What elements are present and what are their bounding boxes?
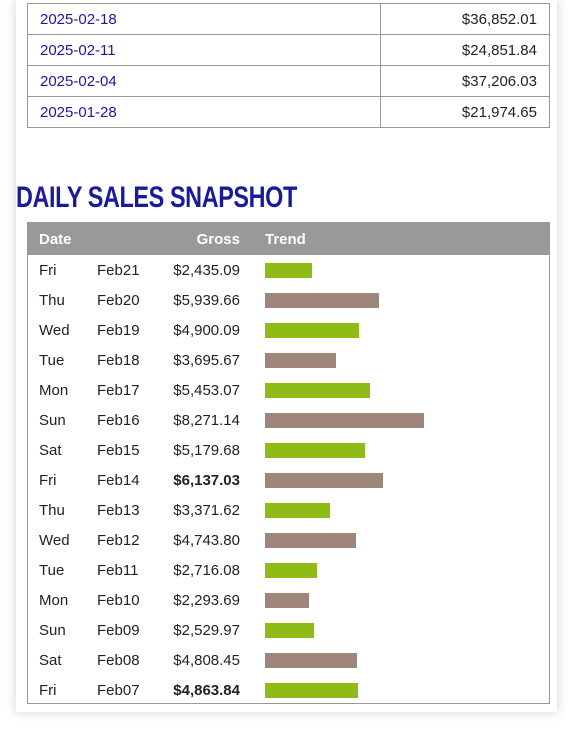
date-cell: Feb08 bbox=[97, 652, 140, 669]
table-row: 2025-01-28 $21,974.65 bbox=[27, 96, 550, 128]
day-cell: Wed bbox=[39, 322, 70, 339]
date-cell: Feb07 bbox=[97, 682, 140, 699]
header-gross: Gross bbox=[196, 231, 240, 248]
table-row: Fri Feb21 $2,435.09 bbox=[28, 255, 549, 285]
date-cell: Feb12 bbox=[97, 532, 140, 549]
section-title: DAILY SALES SNAPSHOT bbox=[16, 181, 297, 214]
table-row: Sat Feb15 $5,179.68 bbox=[28, 435, 549, 465]
table-row: 2025-02-18 $36,852.01 bbox=[27, 3, 550, 35]
week-link[interactable]: 2025-02-11 bbox=[40, 41, 116, 59]
trend-bar bbox=[265, 293, 379, 308]
table-header: Date Gross Trend bbox=[28, 223, 549, 255]
gross-cell: $5,939.66 bbox=[173, 292, 240, 309]
table-row: 2025-02-11 $24,851.84 bbox=[27, 34, 550, 66]
day-cell: Thu bbox=[39, 502, 65, 519]
day-cell: Wed bbox=[39, 532, 70, 549]
date-cell: Feb09 bbox=[97, 622, 140, 639]
daily-rows: Fri Feb21 $2,435.09 Thu Feb20 $5,939.66 Wed Feb… bbox=[28, 255, 549, 705]
date-cell: Feb14 bbox=[97, 472, 140, 489]
gross-cell: $3,695.67 bbox=[173, 352, 240, 369]
trend-bar bbox=[265, 413, 424, 428]
day-cell: Mon bbox=[39, 592, 69, 609]
table-row: Wed Feb12 $4,743.80 bbox=[28, 525, 549, 555]
gross-cell: $2,716.08 bbox=[173, 562, 240, 579]
trend-bar bbox=[265, 563, 317, 578]
date-cell: Feb21 bbox=[97, 262, 140, 279]
gross-cell: $5,453.07 bbox=[173, 382, 240, 399]
table-row: 2025-02-04 $37,206.03 bbox=[27, 65, 550, 97]
header-trend: Trend bbox=[265, 231, 306, 248]
header-date: Date bbox=[39, 231, 72, 248]
week-link[interactable]: 2025-01-28 bbox=[40, 103, 117, 121]
week-amount: $36,852.01 bbox=[380, 3, 550, 35]
gross-cell: $2,293.69 bbox=[173, 592, 240, 609]
day-cell: Fri bbox=[39, 262, 57, 279]
week-amount: $21,974.65 bbox=[380, 96, 550, 128]
trend-bar bbox=[265, 323, 359, 338]
daily-sales-table: Date Gross Trend Fri Feb21 $2,435.09 Thu Feb… bbox=[27, 222, 550, 704]
date-cell: Feb19 bbox=[97, 322, 140, 339]
date-cell: Feb18 bbox=[97, 352, 140, 369]
day-cell: Thu bbox=[39, 292, 65, 309]
table-row: Tue Feb11 $2,716.08 bbox=[28, 555, 549, 585]
gross-cell: $4,863.84 bbox=[173, 682, 240, 699]
table-row: Mon Feb10 $2,293.69 bbox=[28, 585, 549, 615]
week-link[interactable]: 2025-02-04 bbox=[40, 72, 117, 90]
trend-bar bbox=[265, 623, 314, 638]
day-cell: Sat bbox=[39, 652, 62, 669]
date-cell: Feb20 bbox=[97, 292, 140, 309]
table-row: Sun Feb09 $2,529.97 bbox=[28, 615, 549, 645]
table-row: Sat Feb08 $4,808.45 bbox=[28, 645, 549, 675]
day-cell: Fri bbox=[39, 472, 57, 489]
gross-cell: $4,808.45 bbox=[173, 652, 240, 669]
gross-cell: $2,435.09 bbox=[173, 262, 240, 279]
trend-bar bbox=[265, 503, 330, 518]
trend-bar bbox=[265, 533, 356, 548]
table-row: Sun Feb16 $8,271.14 bbox=[28, 405, 549, 435]
table-row: Tue Feb18 $3,695.67 bbox=[28, 345, 549, 375]
trend-bar bbox=[265, 443, 365, 458]
date-cell: Feb13 bbox=[97, 502, 140, 519]
date-cell: Feb17 bbox=[97, 382, 140, 399]
week-link[interactable]: 2025-02-18 bbox=[40, 10, 117, 28]
day-cell: Tue bbox=[39, 562, 65, 579]
day-cell: Sun bbox=[39, 412, 66, 429]
gross-cell: $3,371.62 bbox=[173, 502, 240, 519]
trend-bar bbox=[265, 353, 336, 368]
gross-cell: $4,900.09 bbox=[173, 322, 240, 339]
trend-bar bbox=[265, 263, 312, 278]
date-cell: Feb11 bbox=[97, 562, 139, 579]
gross-cell: $6,137.03 bbox=[173, 472, 240, 489]
gross-cell: $2,529.97 bbox=[173, 622, 240, 639]
day-cell: Fri bbox=[39, 682, 57, 699]
trend-bar bbox=[265, 383, 370, 398]
day-cell: Tue bbox=[39, 352, 65, 369]
date-cell: Feb15 bbox=[97, 442, 140, 459]
week-amount: $37,206.03 bbox=[380, 65, 550, 97]
trend-bar bbox=[265, 653, 357, 668]
gross-cell: $5,179.68 bbox=[173, 442, 240, 459]
table-row: Thu Feb20 $5,939.66 bbox=[28, 285, 549, 315]
date-cell: Feb16 bbox=[97, 412, 140, 429]
trend-bar bbox=[265, 683, 358, 698]
date-cell: Feb10 bbox=[97, 592, 140, 609]
table-row: Wed Feb19 $4,900.09 bbox=[28, 315, 549, 345]
gross-cell: $8,271.14 bbox=[173, 412, 240, 429]
week-amount: $24,851.84 bbox=[380, 34, 550, 66]
table-row: Fri Feb07 $4,863.84 bbox=[28, 675, 549, 705]
table-row: Thu Feb13 $3,371.62 bbox=[28, 495, 549, 525]
table-row: Mon Feb17 $5,453.07 bbox=[28, 375, 549, 405]
gross-cell: $4,743.80 bbox=[173, 532, 240, 549]
day-cell: Sat bbox=[39, 442, 62, 459]
day-cell: Mon bbox=[39, 382, 69, 399]
table-row: Fri Feb14 $6,137.03 bbox=[28, 465, 549, 495]
day-cell: Sun bbox=[39, 622, 66, 639]
trend-bar bbox=[265, 473, 383, 488]
weekly-sales-table: 2025-02-18 $36,852.01 2025-02-11 $24,851… bbox=[27, 3, 550, 128]
trend-bar bbox=[265, 593, 309, 608]
